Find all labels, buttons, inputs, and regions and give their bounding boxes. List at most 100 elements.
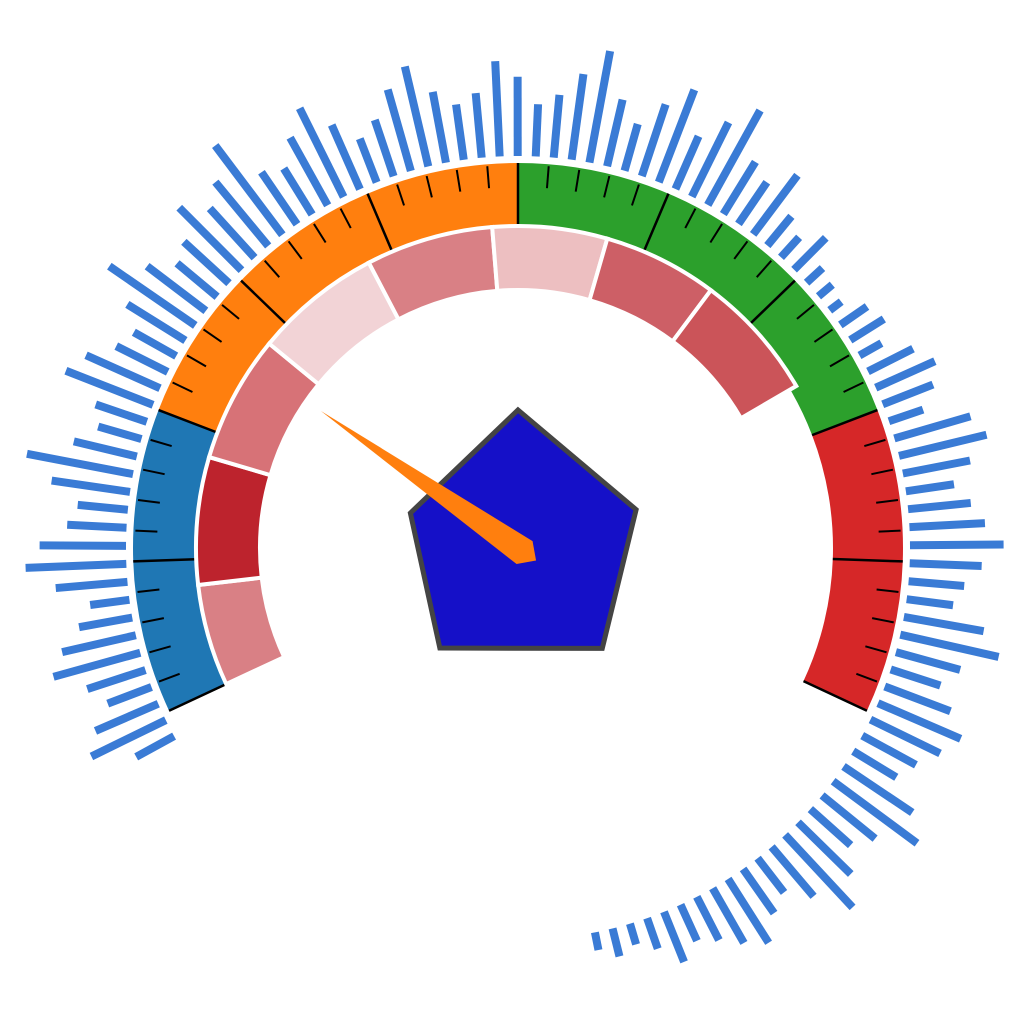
outer-bar (655, 88, 699, 184)
minor-tick (135, 529, 158, 533)
outer-bar (144, 263, 209, 315)
outer-bar (908, 577, 965, 590)
outer-bar (838, 303, 870, 329)
outer-bar (704, 108, 764, 207)
outer-bar (724, 876, 772, 945)
outer-bar (815, 281, 835, 300)
outer-bar (86, 666, 147, 693)
minor-tick (425, 175, 433, 198)
minor-tick (149, 645, 171, 654)
center-polygon (407, 406, 639, 651)
outer-bar (620, 122, 642, 172)
outer-bar (491, 60, 504, 157)
outer-bar (328, 123, 364, 191)
outer-bar (791, 234, 829, 273)
pointer-group (320, 411, 537, 565)
minor-tick (142, 617, 165, 624)
minor-tick (865, 645, 887, 654)
major-tick (811, 408, 878, 437)
outer-band-segment (158, 162, 518, 436)
outer-bar (25, 559, 127, 572)
outer-bar (174, 260, 220, 300)
outer-bar (51, 476, 131, 496)
outer-bar (26, 449, 134, 479)
outer-bar (887, 405, 925, 426)
outer-bar (893, 412, 972, 443)
outer-bar (778, 234, 803, 260)
major-tick (158, 408, 225, 437)
outer-bar (866, 345, 915, 375)
minor-tick (603, 175, 611, 198)
major-tick (168, 679, 234, 712)
outer-bar (909, 540, 1004, 550)
outer-bar (125, 300, 188, 344)
outer-bar (356, 137, 381, 184)
outer-bar (881, 380, 935, 409)
outer-bar (848, 315, 886, 344)
outer-bar (889, 665, 942, 690)
outer-bar (383, 88, 415, 173)
minor-tick (864, 438, 886, 448)
outer-bar (735, 179, 771, 227)
outer-bar (693, 895, 723, 942)
outer-bar (857, 339, 884, 359)
minor-tick (876, 588, 899, 594)
outer-bar (370, 118, 398, 178)
outer-bar (782, 832, 856, 911)
outer-bar (471, 92, 486, 159)
outer-band-segment (518, 163, 878, 436)
minor-tick (137, 588, 160, 594)
minor-tick (871, 468, 894, 476)
outer-bar (93, 700, 160, 735)
inner-band-segment (490, 224, 610, 303)
outer-bar (549, 94, 564, 158)
outer-bar (608, 927, 624, 958)
outer-bar (764, 213, 795, 249)
outer-bar (709, 886, 748, 945)
outer-bar (739, 866, 778, 916)
outer-bar (94, 400, 149, 426)
outer-bar (212, 143, 286, 238)
outer-bar (671, 134, 703, 191)
outer-bar (902, 456, 971, 478)
outer-bar (819, 792, 878, 842)
gauge-pointer (320, 411, 537, 565)
outer-bar (898, 430, 988, 460)
outer-bar (909, 519, 986, 532)
minor-tick (813, 328, 834, 343)
outer-bar (899, 630, 1000, 661)
outer-bar (660, 910, 688, 964)
outer-bar (64, 367, 155, 409)
outer-bar (803, 265, 826, 286)
outer-bar (77, 500, 129, 514)
outer-bar (830, 777, 920, 847)
outer-bar (176, 204, 245, 273)
outer-bar-ring (25, 50, 1004, 964)
major-tick (639, 193, 670, 259)
outer-bar (754, 855, 788, 895)
minor-tick (186, 354, 207, 368)
minor-tick (684, 208, 697, 229)
minor-tick (876, 499, 899, 504)
inner-band-segment (669, 287, 800, 421)
outer-bar (909, 559, 982, 571)
minor-tick (871, 617, 894, 624)
minor-tick (263, 260, 281, 278)
minor-tick (796, 304, 815, 320)
outer-bar (106, 683, 153, 708)
minor-tick (221, 304, 240, 320)
outer-bar (585, 50, 615, 164)
outer-bar (907, 498, 972, 514)
minor-tick (313, 223, 327, 244)
outer-bar (905, 480, 955, 496)
outer-bar (55, 577, 128, 593)
outer-bar (626, 922, 640, 946)
outer-bar (874, 357, 937, 392)
outer-bar (603, 98, 627, 168)
tick-marks (133, 163, 903, 712)
outer-bar (807, 806, 854, 849)
minor-tick (150, 438, 172, 448)
minor-tick (339, 208, 352, 229)
outer-bar (719, 159, 759, 217)
outer-bar (131, 328, 179, 360)
